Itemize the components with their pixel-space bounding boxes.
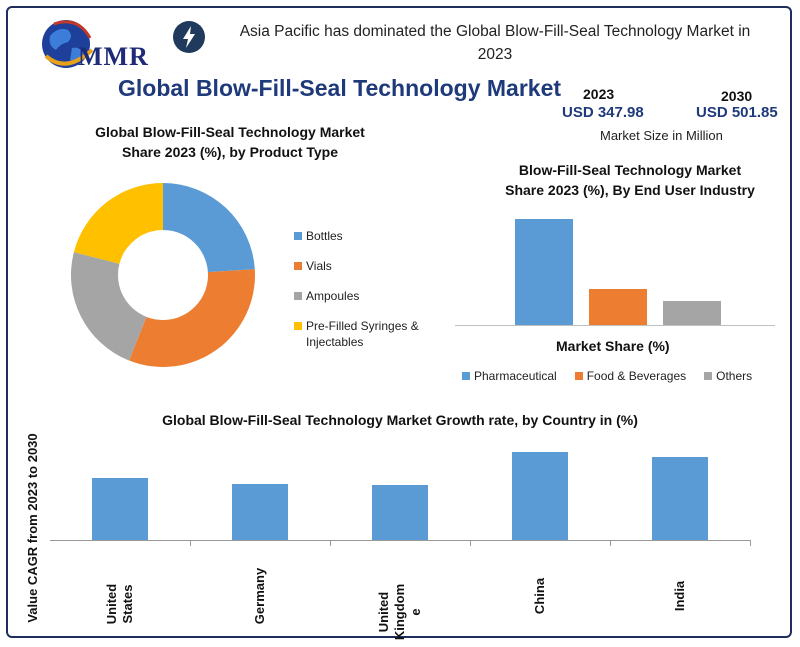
- legend-label-prefilled: Pre-Filled Syringes & Injectables: [306, 319, 419, 349]
- legend-item-bottles: Bottles: [294, 228, 434, 244]
- legend-swatch-bottles: [294, 232, 302, 240]
- legend-swatch-others: [704, 372, 713, 380]
- donut-slice-pre-filled-syringes-injectables: [73, 183, 163, 264]
- legend-swatch-vials: [294, 262, 302, 270]
- legend-label-pharmaceutical: Pharmaceutical: [474, 369, 557, 383]
- legend-swatch-prefilled: [294, 322, 302, 330]
- growth-bar-china: [512, 452, 568, 540]
- donut-chart: [70, 183, 256, 367]
- legend-label-vials: Vials: [306, 259, 332, 273]
- year-2030-label: 2030: [721, 88, 753, 104]
- value-2030: USD 501.85: [696, 104, 778, 121]
- growth-tick-mark: [750, 540, 751, 546]
- growth-x-axis: [50, 540, 750, 541]
- donut-chart-title: Global Blow-Fill-Seal Technology Market …: [95, 124, 365, 160]
- legend-label-ampoules: Ampoules: [306, 289, 360, 303]
- growth-tick-mark: [190, 540, 191, 546]
- infographic-frame: [6, 6, 792, 638]
- growth-tick-germany: Germany: [252, 567, 267, 625]
- end-user-x-axis: [455, 325, 775, 326]
- globe-icon: [42, 20, 94, 68]
- end-user-chart-title: Blow-Fill-Seal Technology Market Share 2…: [505, 162, 755, 198]
- end-user-legend: Pharmaceutical Food & Beverages Others: [462, 368, 752, 384]
- legend-swatch-pharmaceutical: [462, 372, 470, 380]
- growth-bar-united-states: [92, 477, 148, 540]
- growth-bar-india: [652, 457, 708, 540]
- legend-item-ampoules: Ampoules: [294, 288, 434, 304]
- end-user-bar-others: [663, 300, 721, 325]
- market-size-unit: Market Size in Million: [600, 128, 723, 143]
- growth-ylabel: Value CAGR from 2023 to 2030: [25, 433, 40, 623]
- growth-tick-mark: [470, 540, 471, 546]
- growth-bar-united-kingdom: [372, 485, 428, 540]
- headline: Asia Pacific has dominated the Global Bl…: [239, 23, 751, 63]
- donut-legend: Bottles Vials Ampoules Pre-Filled Syring…: [294, 228, 434, 350]
- legend-item-pharmaceutical: Pharmaceutical: [462, 368, 557, 384]
- legend-label-others: Others: [716, 369, 753, 383]
- growth-tick-mark: [330, 540, 331, 546]
- growth-tick-united-states: United States: [104, 583, 135, 625]
- end-user-chart: [455, 215, 785, 326]
- legend-item-others: Others: [704, 368, 752, 384]
- main-title: Global Blow-Fill-Seal Technology Market: [118, 75, 562, 101]
- growth-chart: United States Germany United Kingdom e China In…: [50, 430, 751, 640]
- growth-tick-mark: [610, 540, 611, 546]
- year-2023-label: 2023: [583, 86, 615, 102]
- growth-tick-china: China: [532, 577, 547, 615]
- logo: MMR: [38, 16, 168, 76]
- legend-label-food-beverages: Food & Beverages: [586, 369, 687, 383]
- donut-slice-vials: [129, 269, 256, 367]
- legend-item-vials: Vials: [294, 258, 434, 274]
- legend-label-bottles: Bottles: [306, 229, 343, 243]
- end-user-xlabel: Market Share (%): [556, 338, 670, 354]
- lightning-bolt-icon: [172, 20, 206, 54]
- logo-text: MMR: [78, 42, 149, 71]
- growth-bar-germany: [232, 484, 288, 540]
- end-user-bar-food-beverages: [589, 288, 647, 325]
- end-user-bar-pharmaceutical: [515, 219, 573, 325]
- donut-slice-bottles: [163, 183, 255, 273]
- legend-swatch-food-beverages: [574, 372, 583, 380]
- donut-slice-ampoules: [70, 252, 147, 361]
- legend-item-food-beverages: Food & Beverages: [574, 368, 687, 384]
- legend-swatch-ampoules: [294, 292, 302, 300]
- legend-item-prefilled: Pre-Filled Syringes & Injectables: [294, 318, 434, 350]
- growth-tick-india: India: [672, 580, 687, 612]
- growth-tick-united-kingdom: United Kingdom e: [376, 583, 423, 641]
- value-2023: USD 347.98: [562, 104, 644, 121]
- growth-chart-title: Global Blow-Fill-Seal Technology Market …: [162, 412, 638, 428]
